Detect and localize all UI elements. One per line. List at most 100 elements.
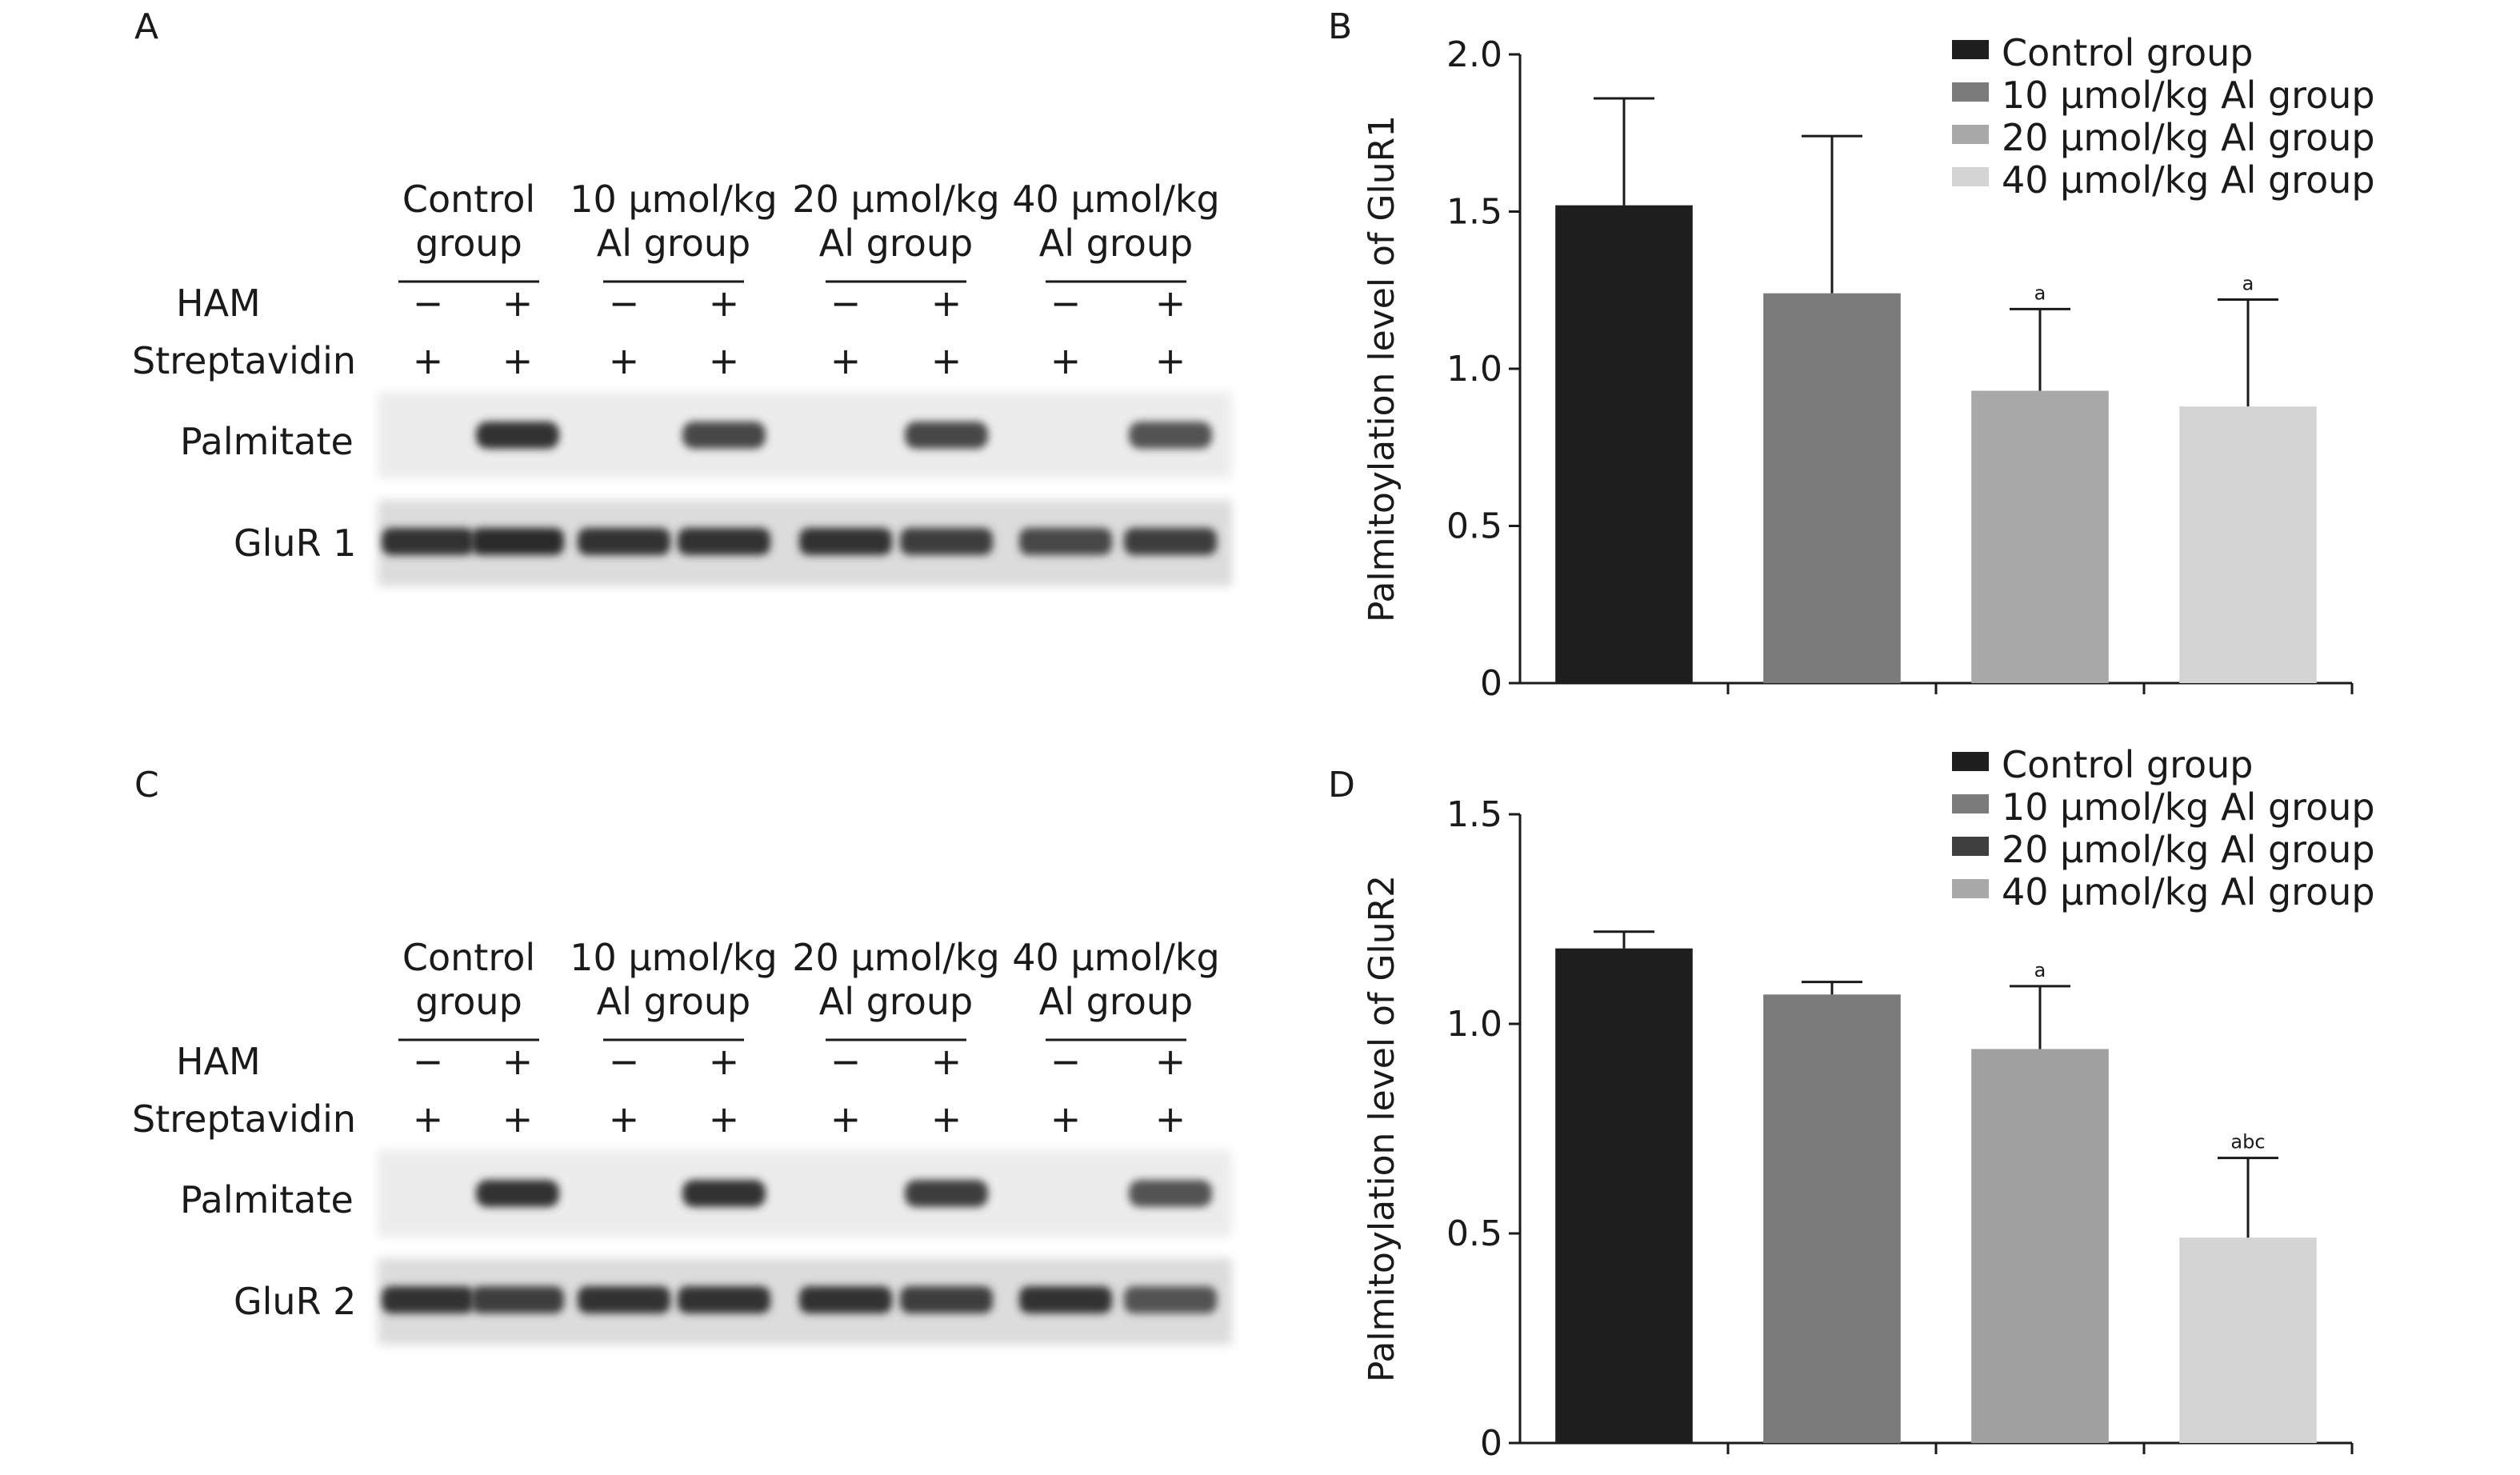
streptavidin-sign: + [1155,1097,1186,1141]
streptavidin-sign: + [502,1097,534,1141]
row-label-streptavidin: Streptavidin [132,339,356,382]
bar [1763,293,1901,683]
row-label-ham: HAM [176,1040,261,1083]
streptavidin-sign: + [413,1097,444,1141]
ham-sign: − [609,1040,640,1083]
row-labels: HAM Streptavidin Palmitate GluR 1 [132,282,356,565]
ham-sign: − [413,1040,444,1083]
ham-sign: + [931,1040,962,1083]
streptavidin-sign: + [931,339,962,382]
bar [1971,1049,2109,1443]
group-header-line2: Al group [819,222,973,265]
bar-chart: 0 0.5 1.0 1.5 2.0 Palmitoylation level of Glu… [1362,31,2375,704]
significance-label: a [2034,282,2046,304]
group-header-line2: group [415,980,522,1023]
y-tick-label: 1.0 [1446,349,1502,390]
streptavidin-sign: + [709,1097,740,1141]
legend-swatch [1952,752,1989,771]
protein-band [471,528,564,555]
streptavidin-sign: + [1050,339,1082,382]
protein-blot [378,1258,1232,1345]
legend-label: Control group [2002,31,2254,74]
palmitate-band [682,422,766,449]
row-label-streptavidin: Streptavidin [132,1097,356,1141]
ham-sign: + [931,282,962,325]
ham-signs: − + − + − + − + [413,1040,1186,1083]
streptavidin-signs: + + + + + + + + [413,339,1186,382]
y-axis-title: Palmitoylation level of GluR2 [1362,875,1402,1382]
protein-band [382,528,474,555]
legend-swatch [1952,879,1989,898]
bar [1555,205,1693,683]
streptavidin-sign: + [413,339,444,382]
ham-sign: − [1050,1040,1082,1083]
group-header-line1: Control [402,178,535,221]
group-header-line1: 20 μmol/kg [792,936,1000,979]
protein-band [1124,1286,1217,1313]
group-header-line2: Al group [597,980,750,1023]
protein-band [900,528,993,555]
y-tick-label: 0.5 [1446,1213,1502,1254]
row-label-palmitate: Palmitate [180,420,354,463]
row-label-ham: HAM [176,282,261,325]
y-tick-label: 1.5 [1446,794,1502,835]
ham-sign: − [609,282,640,325]
ham-sign: + [709,1040,740,1083]
legend-label: 20 μmol/kg Al group [2002,828,2375,871]
protein-band [900,1286,993,1313]
row-label-palmitate: Palmitate [180,1178,354,1221]
palmitate-band [476,1180,559,1207]
bar [1555,948,1693,1443]
group-header-line2: group [415,222,522,265]
bar [1971,390,2109,683]
palmitate-band [1129,422,1212,449]
protein-band [678,528,770,555]
protein-band [471,1286,564,1313]
ham-signs: − + − + − + − + [413,282,1186,325]
panel-letter: A [134,6,158,47]
legend-swatch [1952,40,1989,59]
legend-label: 10 μmol/kg Al group [2002,785,2375,829]
y-tick-label: 0 [1480,1423,1502,1464]
protein-band [1124,528,1217,555]
panel-d-chart: D 0 0.5 1.0 1.5 Palmitoylation level of GluR… [1328,743,2375,1464]
protein-band [578,528,670,555]
streptavidin-sign: + [931,1097,962,1141]
protein-blot [378,500,1232,586]
streptavidin-sign: + [609,1097,640,1141]
streptavidin-sign: + [1050,1097,1082,1141]
streptavidin-sign: + [502,339,534,382]
y-tick-label: 1.0 [1446,1004,1502,1045]
significance-label: abc [2230,1131,2265,1153]
legend-label: 40 μmol/kg Al group [2002,158,2375,202]
palmitate-band [905,1180,988,1207]
palmitate-blot [378,1150,1232,1237]
ham-sign: + [502,1040,534,1083]
ham-sign: − [413,282,444,325]
bar [1763,994,1901,1443]
streptavidin-sign: + [830,1097,862,1141]
legend-label: 40 μmol/kg Al group [2002,870,2375,913]
group-header-line2: Al group [597,222,750,265]
protein-band [578,1286,670,1313]
protein-band [1019,528,1112,555]
y-tick-label: 2.0 [1446,34,1502,75]
legend-swatch [1952,82,1989,102]
legend-label: Control group [2002,743,2254,786]
y-axis-title: Palmitoylation level of GluR1 [1362,115,1402,622]
streptavidin-sign: + [709,339,740,382]
row-label-protein: GluR 1 [234,522,356,565]
legend-swatch [1952,794,1989,813]
group-header-line1: 10 μmol/kg [570,936,778,979]
y-tick-label: 1.5 [1446,192,1502,233]
palmitate-band [1129,1180,1212,1207]
streptavidin-sign: + [1155,339,1186,382]
streptavidin-signs: + + + + + + + + [413,1097,1186,1141]
group-header-line2: Al group [819,980,973,1023]
legend-swatch [1952,837,1989,856]
palmitate-band [905,422,988,449]
ham-sign: + [709,282,740,325]
ham-sign: − [1050,282,1082,325]
